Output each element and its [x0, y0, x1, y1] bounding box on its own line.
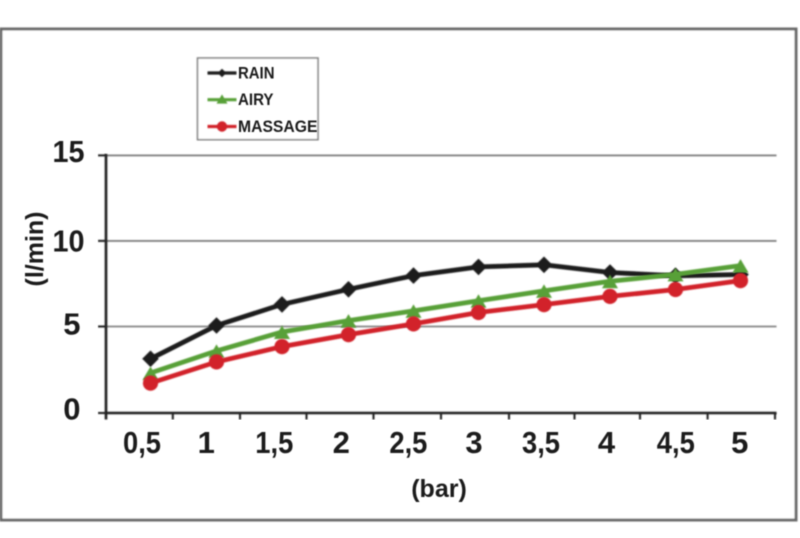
svg-text:2,5: 2,5 [389, 425, 427, 460]
svg-text:0,5: 0,5 [123, 425, 161, 460]
svg-text:3: 3 [465, 425, 482, 460]
svg-text:3,5: 3,5 [522, 425, 560, 460]
svg-text:1,5: 1,5 [255, 425, 293, 460]
svg-text:5: 5 [731, 425, 748, 460]
svg-text:10: 10 [53, 224, 85, 259]
svg-text:1: 1 [198, 425, 215, 460]
svg-text:RAIN: RAIN [238, 65, 275, 83]
svg-text:MASSAGE: MASSAGE [238, 118, 318, 136]
svg-text:15: 15 [53, 134, 85, 169]
svg-text:AIRY: AIRY [238, 91, 274, 109]
svg-text:4,5: 4,5 [657, 425, 695, 460]
svg-text:(l/min): (l/min) [21, 212, 49, 287]
svg-text:5: 5 [63, 307, 80, 342]
svg-text:(bar): (bar) [411, 475, 467, 503]
svg-text:2: 2 [333, 425, 350, 460]
svg-text:0: 0 [63, 392, 80, 427]
svg-text:4: 4 [598, 425, 616, 460]
